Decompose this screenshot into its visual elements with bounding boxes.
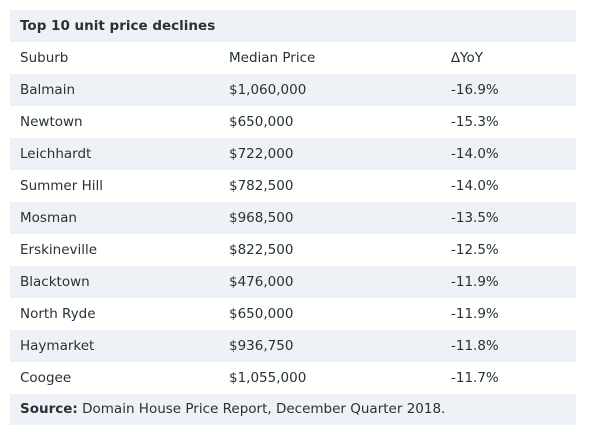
suburb-cell: Leichhardt — [20, 146, 92, 162]
table-row: Coogee $1,055,000 -11.7% — [10, 362, 576, 394]
source-text: Domain House Price Report, December Quar… — [82, 401, 446, 417]
suburb-cell: Erskineville — [20, 242, 98, 258]
median-price-cell: $1,060,000 — [229, 82, 307, 98]
yoy-change-cell: -15.3% — [451, 114, 499, 130]
table-row: Haymarket $936,750 -11.8% — [10, 330, 576, 362]
suburb-cell: Blacktown — [20, 274, 90, 290]
yoy-change-cell: -11.9% — [451, 274, 499, 290]
header-median-price: Median Price — [229, 50, 316, 66]
median-price-cell: $650,000 — [229, 306, 294, 322]
suburb-cell: Coogee — [20, 370, 72, 386]
suburb-cell: Mosman — [20, 210, 77, 226]
price-declines-table: Top 10 unit price declines Suburb Median… — [10, 10, 576, 425]
header-suburb: Suburb — [20, 50, 69, 66]
table-row: Leichhardt $722,000 -14.0% — [10, 138, 576, 170]
table-row: Newtown $650,000 -15.3% — [10, 106, 576, 138]
median-price-cell: $968,500 — [229, 210, 294, 226]
median-price-cell: $1,055,000 — [229, 370, 307, 386]
yoy-change-cell: -14.0% — [451, 146, 499, 162]
table-row: Blacktown $476,000 -11.9% — [10, 266, 576, 298]
table-row: North Ryde $650,000 -11.9% — [10, 298, 576, 330]
suburb-cell: North Ryde — [20, 306, 96, 322]
table-row: Summer Hill $782,500 -14.0% — [10, 170, 576, 202]
median-price-cell: $822,500 — [229, 242, 294, 258]
suburb-cell: Summer Hill — [20, 178, 103, 194]
suburb-cell: Newtown — [20, 114, 83, 130]
yoy-change-cell: -11.8% — [451, 338, 499, 354]
median-price-cell: $650,000 — [229, 114, 294, 130]
header-yoy-change: ∆YoY — [451, 50, 483, 66]
table-title: Top 10 unit price declines — [10, 10, 576, 42]
yoy-change-cell: -11.9% — [451, 306, 499, 322]
suburb-cell: Balmain — [20, 82, 76, 98]
table-row: Mosman $968,500 -13.5% — [10, 202, 576, 234]
yoy-change-cell: -12.5% — [451, 242, 499, 258]
suburb-cell: Haymarket — [20, 338, 95, 354]
table-row: Erskineville $822,500 -12.5% — [10, 234, 576, 266]
median-price-cell: $722,000 — [229, 146, 294, 162]
table-row: Balmain $1,060,000 -16.9% — [10, 74, 576, 106]
yoy-change-cell: -14.0% — [451, 178, 499, 194]
yoy-change-cell: -13.5% — [451, 210, 499, 226]
yoy-change-cell: -11.7% — [451, 370, 499, 386]
source-label: Source: — [20, 401, 78, 417]
median-price-cell: $936,750 — [229, 338, 294, 354]
source-note: Source: Domain House Price Report, Decem… — [10, 394, 576, 425]
yoy-change-cell: -16.9% — [451, 82, 499, 98]
median-price-cell: $476,000 — [229, 274, 294, 290]
median-price-cell: $782,500 — [229, 178, 294, 194]
table-header-row: Suburb Median Price ∆YoY — [10, 42, 576, 74]
